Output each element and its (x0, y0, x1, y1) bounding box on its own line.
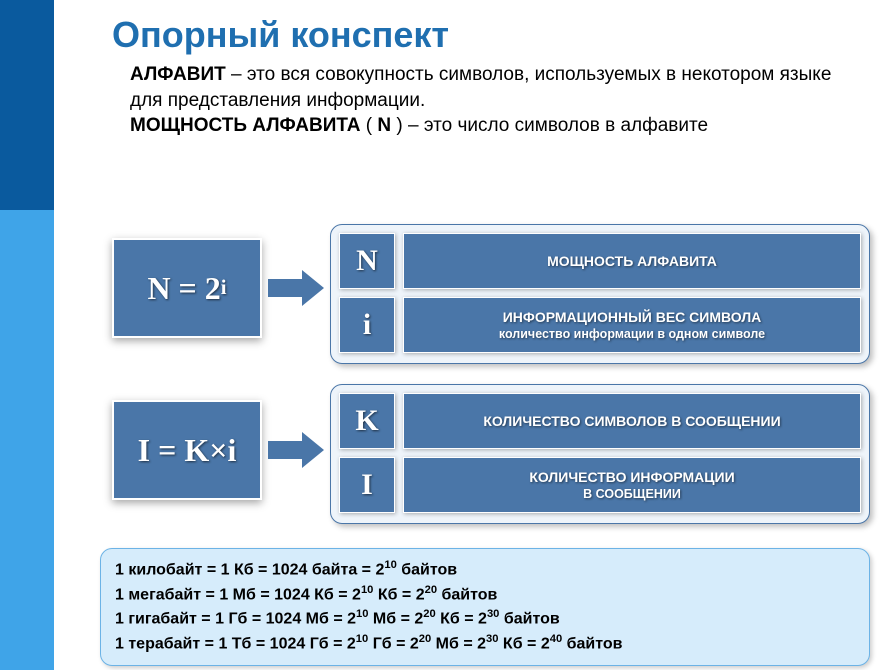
panel-message: K КОЛИЧЕСТВО СИМВОЛОВ В СООБЩЕНИИ I КОЛИ… (330, 384, 870, 524)
paren-open: ( (361, 115, 378, 136)
arrow-icon (268, 270, 328, 306)
arrow-icon (268, 432, 328, 468)
row-k: K КОЛИЧЕСТВО СИМВОЛОВ В СООБЩЕНИИ (339, 393, 861, 449)
def-alphabet: – это вся совокупность символов, использ… (130, 64, 831, 111)
page-title: Опорный конспект (112, 14, 449, 56)
var-n: N (377, 115, 391, 136)
sidebar-accent-dark (0, 0, 54, 210)
symbol-i: i (339, 297, 395, 353)
term-alphabet: АЛФАВИТ (130, 64, 226, 85)
row-n: N МОЩНОСТЬ АЛФАВИТА (339, 233, 861, 289)
desc-bigI: КОЛИЧЕСТВО ИНФОРМАЦИИ В СООБЩЕНИИ (403, 457, 861, 513)
desc-k-text: КОЛИЧЕСТВО СИМВОЛОВ В СООБЩЕНИИ (483, 412, 780, 430)
row-bigI: I КОЛИЧЕСТВО ИНФОРМАЦИИ В СООБЩЕНИИ (339, 457, 861, 513)
symbol-k: K (339, 393, 395, 449)
formula1-base: N = 2 (147, 270, 220, 307)
def-power: ) – это число символов в алфавите (391, 115, 708, 136)
desc-bigI-sub: В СООБЩЕНИИ (583, 486, 681, 502)
row-i: i ИНФОРМАЦИОННЫЙ ВЕС СИМВОЛА количество … (339, 297, 861, 353)
formula-box-n: N = 2i (112, 238, 262, 338)
intro-text: АЛФАВИТ – это вся совокупность символов,… (130, 62, 850, 139)
formula1-exp: i (221, 276, 227, 300)
formula2-text: I = K×i (138, 432, 237, 469)
symbol-bigI: I (339, 457, 395, 513)
symbol-n: N (339, 233, 395, 289)
desc-k: КОЛИЧЕСТВО СИМВОЛОВ В СООБЩЕНИИ (403, 393, 861, 449)
desc-n: МОЩНОСТЬ АЛФАВИТА (403, 233, 861, 289)
formula-box-i: I = K×i (112, 400, 262, 500)
desc-i: ИНФОРМАЦИОННЫЙ ВЕС СИМВОЛА количество ин… (403, 297, 861, 353)
unit-tb: 1 терабайт = 1 Тб = 1024 Гб = 210 Гб = 2… (115, 631, 855, 656)
desc-n-text: МОЩНОСТЬ АЛФАВИТА (547, 252, 717, 270)
desc-bigI-text: КОЛИЧЕСТВО ИНФОРМАЦИИ (529, 468, 734, 486)
units-panel: 1 килобайт = 1 Кб = 1024 байта = 210 бай… (100, 548, 870, 666)
unit-gb: 1 гигабайт = 1 Гб = 1024 Мб = 210 Мб = 2… (115, 606, 855, 631)
panel-alphabet: N МОЩНОСТЬ АЛФАВИТА i ИНФОРМАЦИОННЫЙ ВЕС… (330, 224, 870, 364)
desc-i-text: ИНФОРМАЦИОННЫЙ ВЕС СИМВОЛА (503, 308, 762, 326)
term-power: МОЩНОСТЬ АЛФАВИТА (130, 115, 361, 136)
desc-i-sub: количество информации в одном символе (499, 326, 765, 342)
sidebar-accent-light (0, 210, 54, 670)
unit-kb: 1 килобайт = 1 Кб = 1024 байта = 210 бай… (115, 557, 855, 582)
unit-mb: 1 мегабайт = 1 Мб = 1024 Кб = 210 Кб = 2… (115, 582, 855, 607)
